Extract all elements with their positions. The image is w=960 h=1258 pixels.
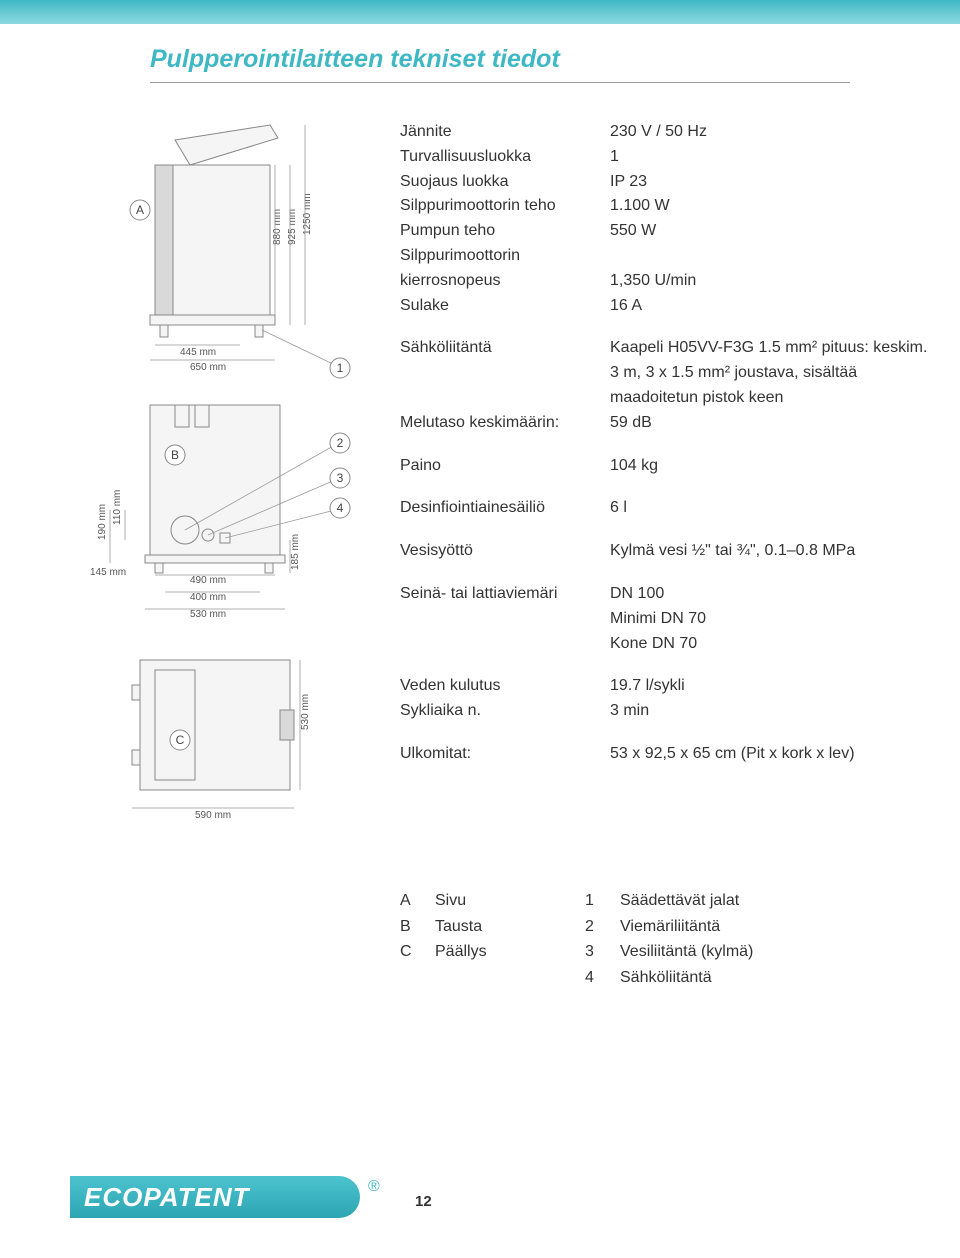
svg-text:590 mm: 590 mm — [195, 810, 231, 821]
top-accent-bar — [0, 0, 960, 24]
svg-text:1250 mm: 1250 mm — [302, 193, 313, 235]
footer: ECOPATENT ® — [0, 1172, 960, 1218]
diagram-view-a: A 880 mm 925 mm 1250 mm 445 mm 650 mm 1 — [80, 120, 380, 385]
svg-text:2: 2 — [337, 436, 344, 450]
svg-text:190 mm: 190 mm — [97, 504, 108, 540]
page-title: Pulpperointilaitteen tekniset tiedot — [150, 45, 560, 74]
svg-text:4: 4 — [337, 501, 344, 515]
view-b-label: B — [171, 448, 179, 462]
svg-text:530 mm: 530 mm — [300, 694, 311, 730]
view-c-label: C — [176, 733, 185, 747]
view-a-label: A — [136, 203, 144, 217]
spec-label: Jännite — [400, 120, 610, 145]
svg-text:145 mm: 145 mm — [90, 567, 126, 578]
svg-text:880 mm: 880 mm — [272, 209, 283, 245]
svg-text:110 mm: 110 mm — [112, 490, 123, 525]
diagram-view-c: C 530 mm 590 mm — [80, 640, 380, 845]
registered-icon: ® — [368, 1178, 380, 1196]
svg-text:185 mm: 185 mm — [290, 534, 301, 570]
svg-text:650 mm: 650 mm — [190, 362, 226, 373]
diagram-view-b: B 2 3 4 110 mm 190 mm 145 mm 490 mm 400 … — [80, 395, 380, 630]
footer-brand-pill: ECOPATENT — [70, 1176, 360, 1218]
page-number: 12 — [415, 1193, 432, 1210]
svg-text:445 mm: 445 mm — [180, 347, 216, 358]
title-underline — [150, 82, 850, 83]
callout-1: 1 — [337, 361, 344, 375]
brand-text: ECOPATENT — [84, 1182, 249, 1213]
svg-text:3: 3 — [337, 471, 344, 485]
diagram-column: A 880 mm 925 mm 1250 mm 445 mm 650 mm 1 — [80, 120, 380, 855]
svg-text:925 mm: 925 mm — [287, 209, 298, 245]
spec-column: Jännite230 V / 50 Hz Turvallisuusluokka1… — [400, 120, 930, 785]
svg-text:490 mm: 490 mm — [190, 575, 226, 586]
legend-block: A Sivu 1 Säädettävät jalat B Tausta 2 Vi… — [400, 888, 930, 990]
svg-text:400 mm: 400 mm — [190, 592, 226, 603]
svg-text:530 mm: 530 mm — [190, 609, 226, 620]
spec-value: 230 V / 50 Hz — [610, 120, 930, 145]
